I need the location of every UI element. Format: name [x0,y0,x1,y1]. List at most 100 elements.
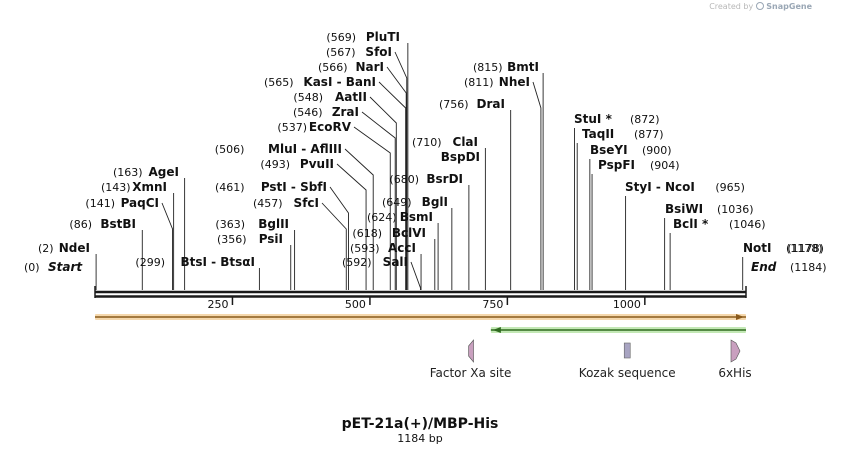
site-label[interactable]: BclI * (1046) [673,217,766,231]
site-label[interactable]: BglI (649) [382,195,448,209]
feature-label: Kozak sequence [579,366,676,380]
site-name: BsrDI [426,172,463,186]
site-leader-line [321,202,347,290]
site-position: (565) [264,76,294,89]
end-label: End (1184) [751,260,827,274]
site-position: (904) [650,159,680,172]
site-label[interactable]: ZraI (546) [293,105,359,119]
credit-brand: SnapGene [766,2,812,11]
site-label[interactable]: PsiI (356) [217,232,283,246]
site-leader-line [336,163,367,290]
site-label[interactable]: AatII (548) [293,90,367,104]
end-name: End [751,260,777,274]
snapgene-credit: Created by SnapGene [709,2,812,11]
site-label[interactable]: StuI * (872) [574,112,660,126]
site-position: (1178) [786,242,823,255]
site-label[interactable]: SalI (592) [342,255,408,269]
site-label[interactable]: BseYI (900) [590,143,672,157]
site-name: PvuII [300,157,334,171]
site-name: BtsI - BtsαI [180,255,255,269]
site-label[interactable]: ClaI (710) [412,135,478,149]
site-name: NotI [743,241,772,255]
site-label[interactable]: NotI (1178) [743,241,824,255]
map-title: pET-21a(+)/MBP-His [342,416,499,432]
site-label[interactable]: AgeI (163) [113,165,179,179]
site-name: NheI [499,75,530,89]
feature[interactable]: Kozak sequence [579,342,676,380]
site-leader-line [353,126,391,290]
site-label[interactable]: BsiWI (1036) [665,202,754,216]
site-name: NdeI [59,241,90,255]
site-name: BsmI [400,210,433,224]
site-label[interactable]: NarI (566) [318,60,384,74]
site-leader-line [386,66,407,290]
site-label[interactable]: PaqCI (141) [85,196,159,210]
site-position: (493) [260,158,290,171]
site-leader-lines [95,43,744,290]
site-name: ZraI [332,105,359,119]
feature[interactable]: Factor Xa site [430,339,512,380]
feature-box-icon [623,342,631,359]
site-label[interactable]: BspDI [441,150,480,164]
feature[interactable]: 6xHis [718,339,752,380]
site-name: BseYI [590,143,628,157]
site-label[interactable]: AccI (593) [350,241,416,255]
site-name: AatII [335,90,367,104]
site-name: XmnI [132,180,167,194]
site-position: (457) [253,197,283,210]
site-label[interactable]: StyI - NcoI (965) [625,180,745,194]
site-label[interactable]: NdeI (2) [38,241,90,255]
site-label[interactable]: PspFI (904) [598,158,680,172]
site-label[interactable]: BsrDI (680) [389,172,463,186]
site-position: (877) [634,128,664,141]
scale-tick-label: 1000 [613,298,641,311]
site-position: (506) [215,143,245,156]
site-label[interactable]: PstI - SbfI (461) [215,180,327,194]
site-label[interactable]: EcoRV(537) [277,120,351,134]
site-label[interactable]: NheI (811) [464,75,530,89]
site-position: (567) [326,46,356,59]
site-position: (710) [412,136,442,149]
site-position: (680) [389,173,419,186]
site-name: EcoRV [309,120,352,134]
start-name: Start [48,260,83,274]
site-position: (900) [642,144,672,157]
site-label[interactable]: DraI (756) [439,97,505,111]
site-position: (1046) [729,218,766,231]
site-position: (593) [350,242,380,255]
site-position: (1178) [787,242,824,255]
site-name: BspDI [441,150,480,164]
site-label[interactable]: MluI - AflIII (506) [215,142,342,156]
site-label[interactable]: BstBI (86) [69,217,136,231]
site-name: MluI - AflIII [268,142,342,156]
site-label[interactable]: SfcI (457) [253,196,319,210]
site-label[interactable]: BsmI(624) [367,210,433,224]
site-position: (141) [85,197,115,210]
site-label[interactable]: BclVI (618) [352,226,426,240]
site-label[interactable]: XmnI(143) [101,180,167,194]
site-name: BglII [258,217,289,231]
site-label[interactable]: PvuII (493) [260,157,334,171]
dna-backbone: 250 500 750 1000 [94,286,747,311]
site-name: BsiWI [665,202,703,216]
site-label[interactable]: KasI - BanI (565) [264,75,376,89]
site-label[interactable]: SfoI (567) [326,45,392,59]
site-label[interactable]: TaqII (877) [582,127,664,141]
feature-arrow-right-icon [730,339,741,363]
site-name: BstBI [100,217,136,231]
site-label[interactable]: PluTI (569) [326,30,400,44]
site-name: PsiI [259,232,283,246]
site-position: (363) [215,218,245,231]
scale-tick-label: 500 [345,298,366,311]
site-name: SfcI [294,196,319,210]
site-name: PstI - SbfI [261,180,327,194]
site-position: (548) [293,91,323,104]
site-label[interactable]: BtsI - BtsαI (299) [135,255,255,269]
site-label[interactable]: BmtI (815) [473,60,539,74]
site-position: (592) [342,256,372,269]
site-label[interactable]: BglII (363) [215,217,289,231]
site-position: (811) [464,76,494,89]
orf-arrow-right-icon [736,314,744,320]
scale-tick-label: 750 [482,298,503,311]
